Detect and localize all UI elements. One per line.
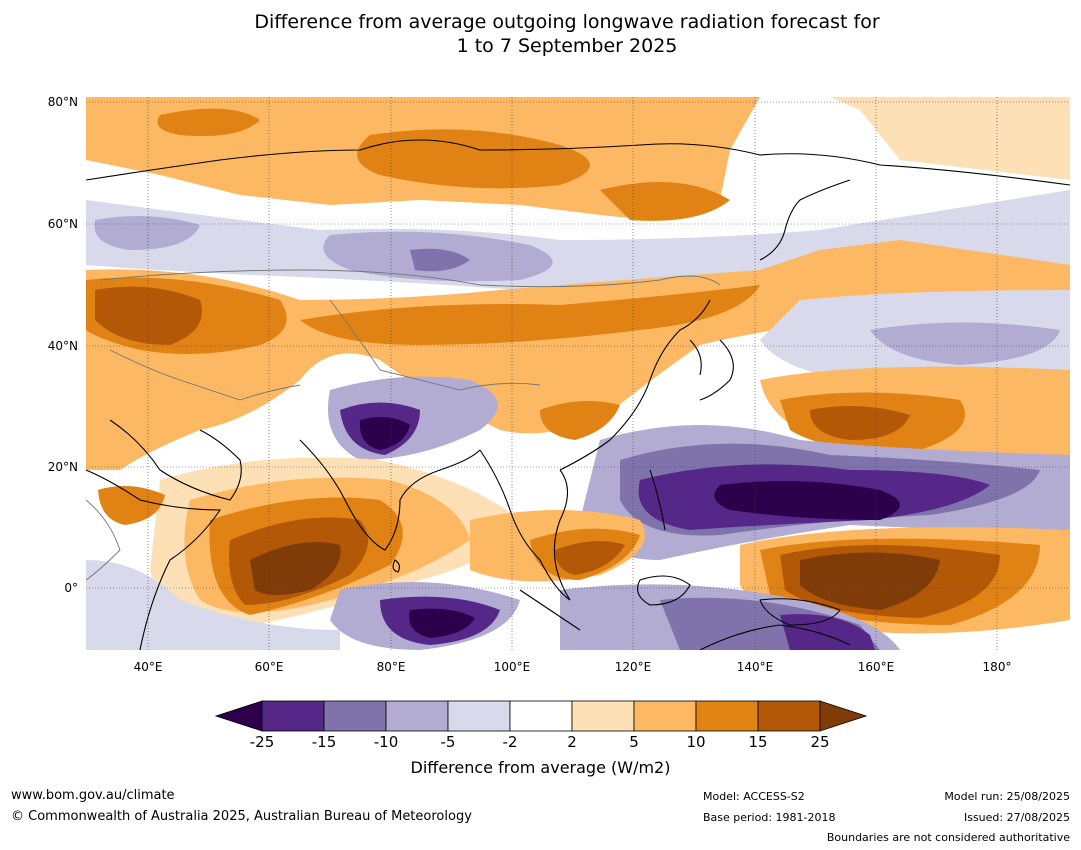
lon-label-100: 100°E	[493, 660, 531, 674]
coastline-sumatra	[519, 589, 581, 631]
anomaly-region-south-indian-core	[409, 608, 475, 638]
anomaly-field	[86, 97, 1070, 650]
colorbar-tick-label: -25	[249, 733, 275, 751]
footer-base-period: Base period: 1981-2018	[703, 811, 836, 824]
colorbar-swatch	[633, 700, 697, 732]
coastline-india	[299, 439, 481, 551]
anomaly-region-pacific-negative-2	[870, 322, 1060, 365]
anomaly-region-midlat-negative-3	[94, 216, 200, 250]
colorbar-swatch	[695, 700, 759, 732]
coastline-arctic	[86, 139, 1070, 186]
lat-label-80: 80°N	[47, 95, 78, 109]
border-africa	[86, 499, 121, 581]
lat-label-0: 0°	[64, 581, 78, 595]
footer-copyright: © Commonwealth of Australia 2025, Austra…	[11, 809, 472, 824]
lat-label-40: 40°N	[47, 339, 78, 353]
lon-label-160: 160°E	[857, 660, 895, 674]
coastline-philippines	[649, 469, 666, 531]
border-russia-south	[99, 269, 721, 288]
lat-label-20: 20°N	[47, 460, 78, 474]
colorbar-swatch	[757, 700, 821, 732]
anomaly-region-asia-positive	[86, 240, 1070, 470]
anomaly-region-tibet-negative-core	[359, 416, 410, 450]
anomaly-region-siberia-strong	[357, 129, 590, 189]
colorbar-tick-label: 10	[686, 733, 706, 751]
anomaly-region-arabia-positive	[98, 486, 165, 525]
anomaly-region-sw-indian-negative	[180, 600, 340, 650]
lon-label-60: 60°E	[254, 660, 284, 674]
lat-label-60: 60°N	[47, 217, 78, 231]
footer-url[interactable]: www.bom.gov.au/climate	[11, 788, 175, 803]
coastline-australia	[699, 624, 851, 650]
footer-issued: Issued: 27/08/2025	[963, 811, 1070, 824]
coastline-arabia	[109, 419, 242, 501]
anomaly-region-nw-pacific-core	[810, 406, 910, 440]
footer-model-run: Model run: 25/08/2025	[944, 790, 1070, 803]
anomaly-region-equatorial-pacific-max	[800, 552, 940, 610]
colorbar-extend-low	[214, 700, 263, 732]
footer-model: Model: ACCESS-S2	[703, 790, 805, 803]
colorbar-swatch	[509, 700, 573, 732]
coastline-borneo	[637, 575, 691, 606]
coastline-sri-lanka	[392, 559, 401, 573]
anomaly-region-australia-negative-core	[780, 614, 875, 650]
colorbar-tick-label: 5	[629, 733, 639, 751]
colorbar-tick-label: -10	[373, 733, 399, 751]
anomaly-region-siberia-strong-2	[157, 108, 260, 136]
border-china-west	[329, 299, 541, 391]
lon-label-40: 40°E	[133, 660, 163, 674]
colorbar-tick-label: 2	[567, 733, 577, 751]
anomaly-region-ne-siberia	[600, 182, 730, 221]
colorbar-tick-label: -5	[440, 733, 456, 751]
anomaly-region-warm-pool-core	[714, 481, 900, 520]
coastline-japan	[699, 339, 734, 401]
colorbar-tick-label: 15	[748, 733, 768, 751]
colorbar-tick-label: -2	[502, 733, 518, 751]
anomaly-region-africa-negative	[86, 560, 190, 650]
lon-label-140: 140°E	[736, 660, 774, 674]
title-line-1: Difference from average outgoing longwav…	[254, 11, 880, 33]
chart-title: Difference from average outgoing longwav…	[0, 10, 1081, 58]
coastline-africa-horn	[86, 469, 222, 650]
colorbar-swatch	[447, 700, 511, 732]
colorbar-tick-label: -15	[311, 733, 337, 751]
lon-label-120: 120°E	[614, 660, 652, 674]
title-line-2: 1 to 7 September 2025	[456, 35, 678, 57]
coastline-korea	[689, 339, 702, 376]
colorbar-label: Difference from average (W/m2)	[410, 758, 671, 777]
anomaly-region-caspian-strong	[95, 286, 202, 345]
coastline-china	[559, 299, 711, 471]
colorbar-swatch	[323, 700, 387, 732]
coastline-new-guinea	[759, 598, 841, 626]
anomaly-region-asia-strong-2	[300, 285, 760, 345]
lon-label-80: 80°E	[376, 660, 406, 674]
colorbar-tick-label: 25	[810, 733, 830, 751]
lon-label-180: 180°	[982, 660, 1012, 674]
footer-disclaimer: Boundaries are not considered authoritat…	[826, 831, 1070, 844]
gridlines	[86, 97, 1070, 650]
coastline-kamchatka	[759, 179, 851, 261]
colorbar-swatches	[214, 700, 868, 732]
anomaly-region-ne-asia-positive	[540, 401, 620, 440]
colorbar-swatch	[385, 700, 449, 732]
anomaly-region-arctic-positive	[86, 97, 1070, 180]
colorbar-extend-high	[819, 700, 868, 732]
anomaly-region-midlat-negative-4	[410, 248, 470, 272]
colorbar-swatch	[261, 700, 325, 732]
coastline-se-asia	[479, 449, 571, 601]
anomaly-region-indian-ocean-max	[250, 542, 341, 595]
colorbar-swatch	[571, 700, 635, 732]
map-plot	[86, 97, 1070, 650]
coastlines	[86, 139, 1070, 650]
anomaly-region-scs-core	[555, 541, 625, 575]
